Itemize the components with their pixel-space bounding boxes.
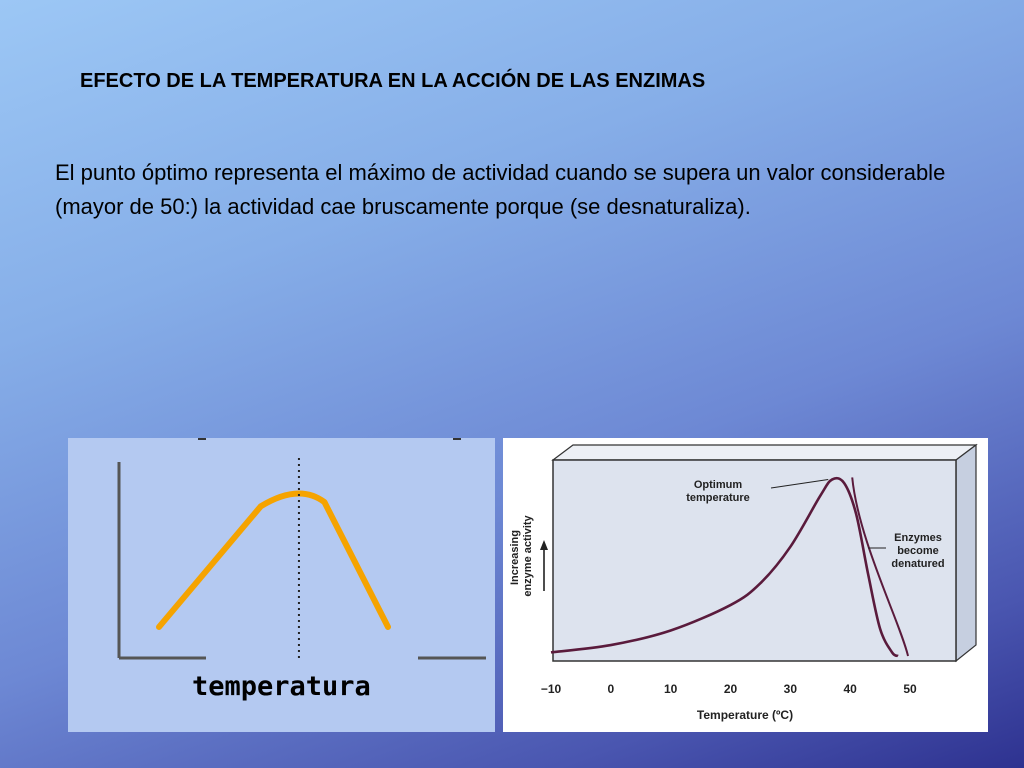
series-line-temperatura	[156, 490, 391, 630]
annotation-enzymes-denatured: Enzymes become denatured	[891, 532, 944, 570]
box-side-face	[955, 443, 977, 663]
annotation-line: denatured	[891, 558, 944, 570]
x-tick-label: 30	[784, 682, 798, 696]
x-tick-label: 20	[724, 682, 738, 696]
x-tick-label: 10	[664, 682, 678, 696]
annotation-leader-optimum	[770, 478, 829, 489]
annotation-line: temperature	[686, 492, 750, 504]
y-axis-arrowhead	[540, 540, 548, 550]
annotation-line: become	[897, 545, 939, 557]
annotation-line: Optimum	[694, 479, 742, 491]
x-axis-label: Temperature (ºC)	[697, 708, 793, 722]
slide-body-text: El punto óptimo representa el máximo de …	[55, 160, 946, 219]
slide-title: EFECTO DE LA TEMPERATURA EN LA ACCIÓN DE…	[80, 70, 706, 92]
y-axis-label: Increasing enzyme activity	[509, 514, 534, 596]
y-axis-label-line: enzyme activity	[522, 514, 534, 596]
x-axis-label: temperatura	[192, 671, 371, 702]
x-tick-label: 40	[843, 682, 857, 696]
y-axis-label-line: Increasing	[509, 530, 521, 585]
denatured-bracket-line	[851, 477, 910, 657]
x-tick-label: −10	[541, 682, 562, 696]
box-top-face	[551, 444, 978, 461]
x-tick-label: 0	[607, 682, 614, 696]
chart-temperatura: temperatura	[117, 438, 486, 702]
annotation-optimum-temperature: Optimum temperature	[686, 479, 750, 504]
annotation-line: Enzymes	[894, 532, 942, 544]
x-tick-label: 50	[903, 682, 917, 696]
chart-temperatura-panel: temperatura	[68, 438, 495, 732]
series-line-enzyme-activity	[550, 476, 899, 658]
chart-enzyme-activity: Increasing enzyme activity −10 0 10 20 30 40 5…	[509, 443, 978, 722]
box-front-face	[552, 459, 957, 662]
chart-enzyme-activity-panel: Increasing enzyme activity −10 0 10 20 30 40 5…	[503, 438, 988, 732]
